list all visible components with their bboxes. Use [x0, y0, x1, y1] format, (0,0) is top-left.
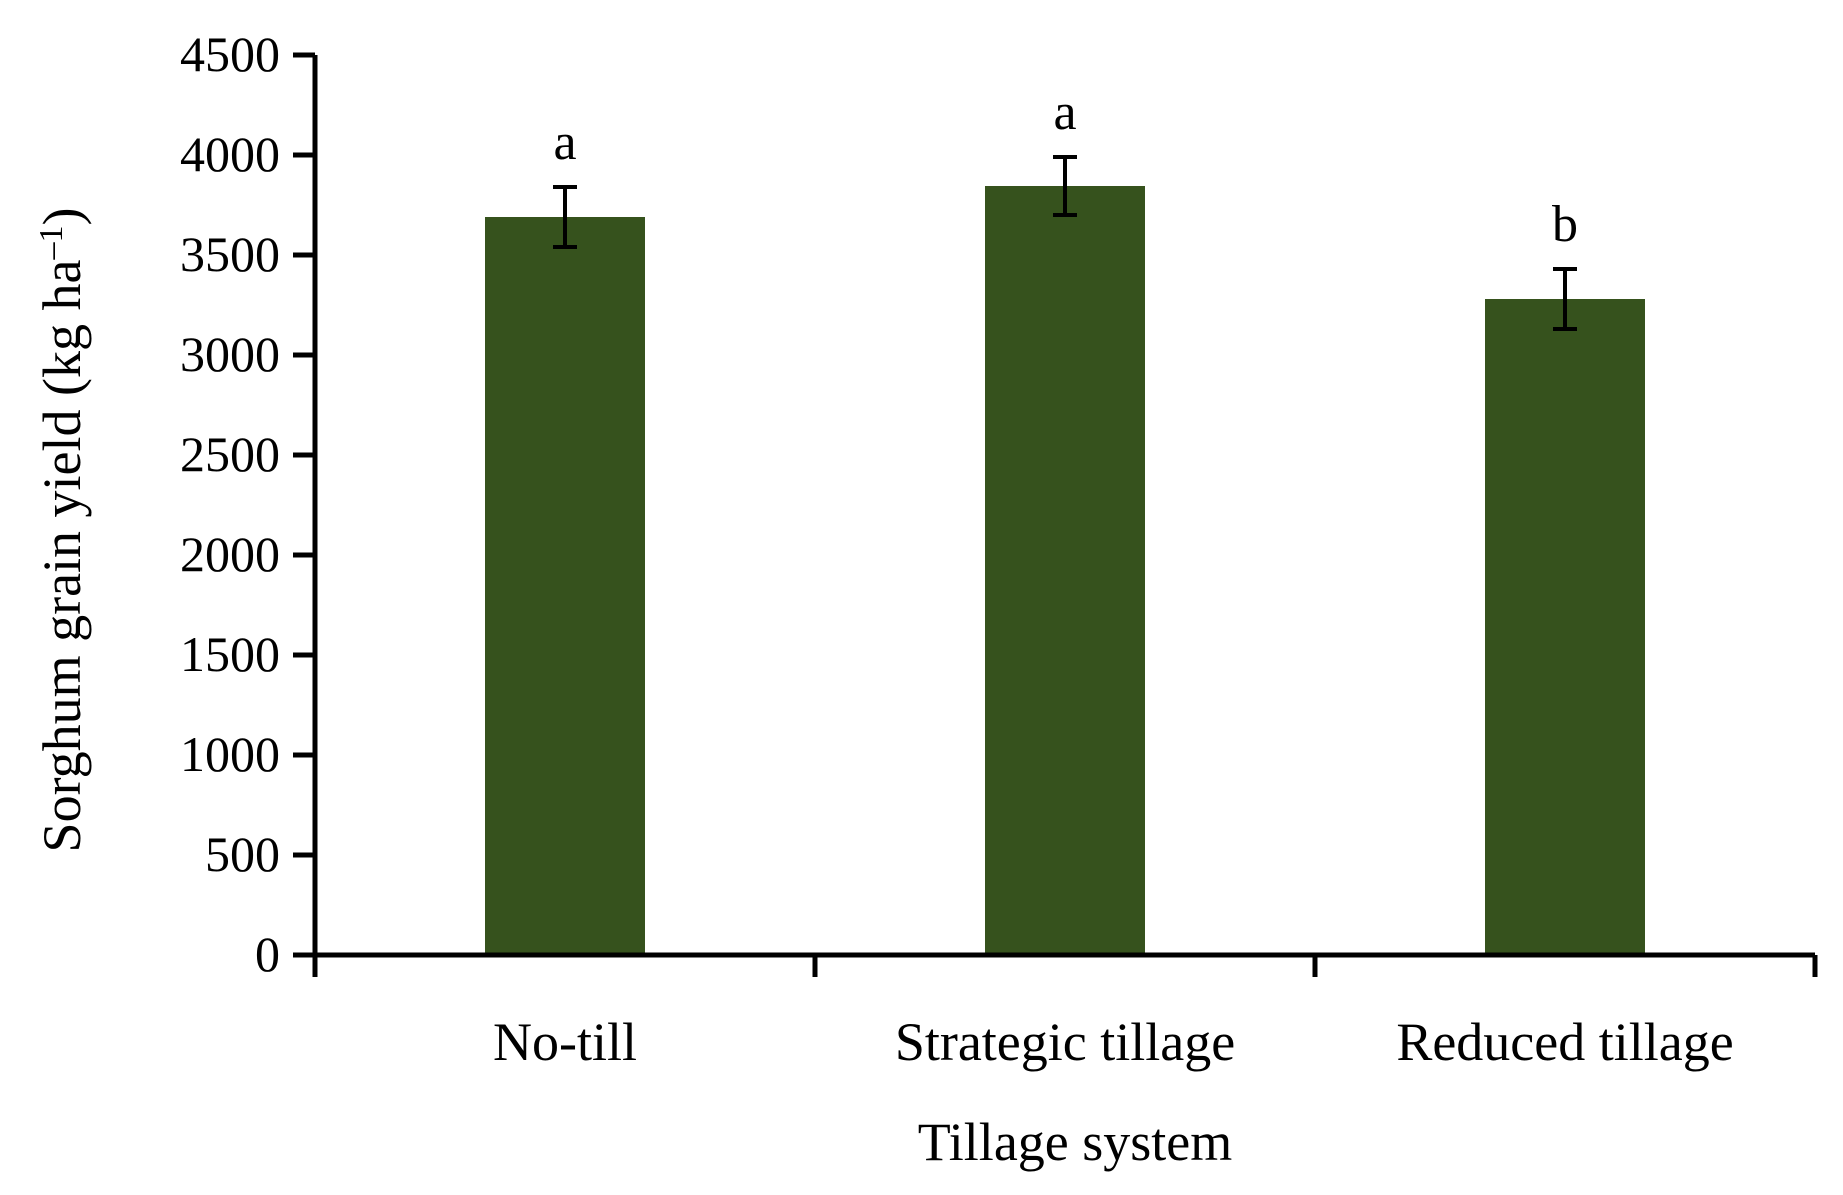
y-axis-title: Sorghum grain yield (kg ha–1) [32, 208, 92, 853]
significance-letter: a [1053, 84, 1076, 141]
significance-letter: b [1552, 196, 1578, 253]
y-tick-label: 2000 [180, 526, 280, 582]
y-tick-label: 1500 [180, 626, 280, 682]
y-tick-label: 4500 [180, 26, 280, 82]
y-tick-label: 1000 [180, 726, 280, 782]
bars-group: a No-till a Strategic tillage b Reduced tilla… [485, 84, 1734, 1072]
y-tick-label: 4000 [180, 126, 280, 182]
y-tick-label: 3000 [180, 326, 280, 382]
x-axis-title: Tillage system [918, 1112, 1233, 1172]
y-axis-title-close: ) [32, 208, 92, 226]
y-axis-title-group: Sorghum grain yield (kg ha–1) [32, 208, 92, 853]
significance-letter: a [553, 114, 576, 171]
x-category-label: Reduced tillage [1396, 1012, 1733, 1072]
x-category-label: No-till [493, 1012, 637, 1072]
y-ticks-group: 0 500 1000 1500 2000 2500 3000 3500 4000 4500 [180, 26, 315, 982]
y-axis-title-superscript: –1 [33, 226, 70, 261]
bar [985, 186, 1145, 955]
x-ticks-group [812, 955, 1818, 977]
bar [485, 217, 645, 955]
y-tick-label: 2500 [180, 426, 280, 482]
y-tick-label: 3500 [180, 226, 280, 282]
bar [1485, 299, 1645, 955]
y-axis-title-main: Sorghum grain yield (kg ha [32, 260, 92, 853]
y-tick-label: 0 [255, 926, 280, 982]
x-category-label: Strategic tillage [895, 1012, 1235, 1072]
y-tick-label: 500 [205, 826, 280, 882]
